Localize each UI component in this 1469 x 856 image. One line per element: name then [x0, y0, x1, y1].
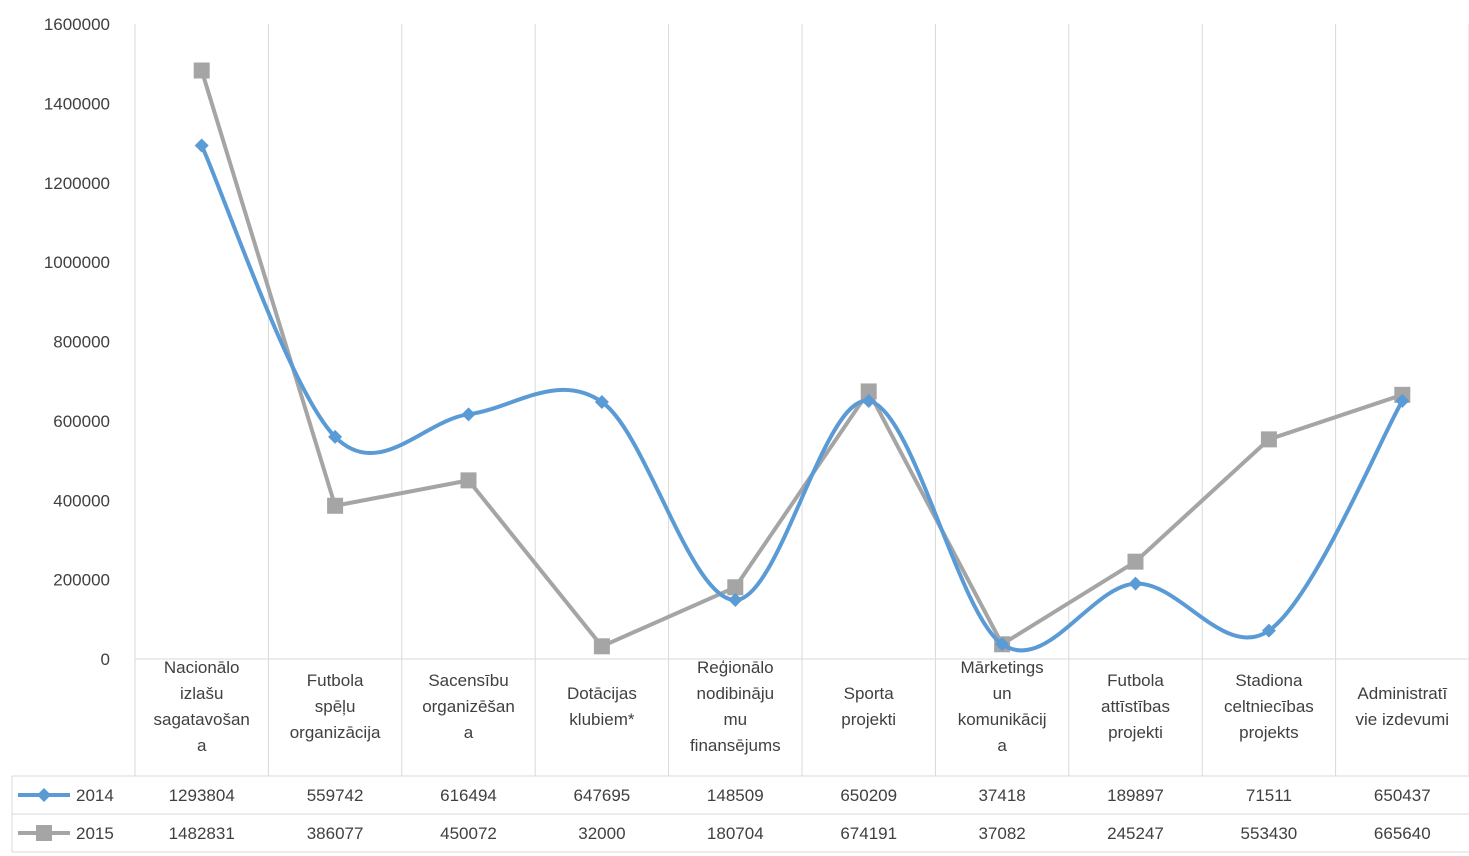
category-label: organizācija: [290, 723, 381, 742]
table-cell-value: 245247: [1107, 824, 1164, 843]
category-label: nodibināju: [697, 684, 775, 703]
table-cell-value: 1293804: [169, 786, 235, 805]
table-cell-value: 553430: [1241, 824, 1298, 843]
y-tick-label: 1000000: [44, 253, 110, 272]
table-cell-value: 180704: [707, 824, 764, 843]
category-label: Dotācijas: [567, 684, 637, 703]
data-point-2014: [1129, 577, 1143, 591]
category-label: komunikācij: [958, 710, 1047, 729]
table-cell-value: 1482831: [169, 824, 235, 843]
table-cell-value: 32000: [578, 824, 625, 843]
table-cell-value: 37082: [978, 824, 1025, 843]
category-label: Administratī: [1357, 684, 1447, 703]
data-point-2014: [195, 139, 209, 153]
table-cell-value: 37418: [978, 786, 1025, 805]
category-label: projekti: [1108, 723, 1163, 742]
y-axis: 0 200000 400000 600000 800000 1000000 1200000 1…: [44, 15, 110, 669]
legend-marker-2015: [36, 825, 52, 841]
table-cell-value: 559742: [307, 786, 364, 805]
category-label: izlašu: [180, 684, 223, 703]
category-label: klubiem*: [569, 710, 635, 729]
data-point-2014: [462, 407, 476, 421]
table-cell-value: 647695: [574, 786, 631, 805]
table-cell-value: 616494: [440, 786, 497, 805]
table-cell-value: 665640: [1374, 824, 1431, 843]
category-label: Stadiona: [1235, 671, 1303, 690]
category-label: mu: [723, 710, 747, 729]
category-label: a: [997, 736, 1007, 755]
category-label: sagatavošan: [153, 710, 249, 729]
legend-label: 2015: [76, 824, 114, 843]
data-point-2015: [594, 638, 610, 654]
y-tick-label: 600000: [53, 412, 110, 431]
category-label: a: [464, 723, 474, 742]
category-label: Sacensību: [428, 671, 508, 690]
table-cell-value: 650209: [840, 786, 897, 805]
category-label: Sporta: [844, 684, 895, 703]
y-tick-label: 400000: [53, 491, 110, 510]
table-cell-value: 148509: [707, 786, 764, 805]
category-label: Futbola: [307, 671, 364, 690]
category-label: projekts: [1239, 723, 1299, 742]
category-label: un: [993, 684, 1012, 703]
category-label: Futbola: [1107, 671, 1164, 690]
table-cell-value: 386077: [307, 824, 364, 843]
category-label: projekti: [841, 710, 896, 729]
data-table: 2014 1293804 559742 616494 647695 148509 65020…: [12, 776, 1469, 852]
data-point-2015: [461, 472, 477, 488]
table-cell-value: 450072: [440, 824, 497, 843]
y-tick-label: 200000: [53, 571, 110, 590]
y-tick-label: 0: [101, 650, 110, 669]
y-tick-label: 1600000: [44, 15, 110, 34]
table-cell-value: 189897: [1107, 786, 1164, 805]
table-cell-value: 71511: [1246, 786, 1292, 805]
legend-marker-2014: [37, 788, 51, 802]
data-point-2015: [194, 63, 210, 79]
category-label: attīstības: [1101, 697, 1170, 716]
category-label: Mārketings: [961, 658, 1044, 677]
data-point-2015: [1261, 431, 1277, 447]
category-label: spēļu: [315, 697, 356, 716]
category-label: celtniecības: [1224, 697, 1314, 716]
legend-label: 2014: [76, 786, 114, 805]
gridlines: [135, 24, 1469, 776]
y-tick-label: 1400000: [44, 94, 110, 113]
category-label: vie izdevumi: [1356, 710, 1450, 729]
category-label: a: [197, 736, 207, 755]
y-tick-label: 800000: [53, 333, 110, 352]
category-label: Reģionālo: [697, 658, 774, 677]
category-label: organizēšan: [422, 697, 515, 716]
data-point-2015: [1128, 554, 1144, 570]
category-label: finansējums: [690, 736, 781, 755]
data-point-2015: [327, 498, 343, 514]
y-tick-label: 1200000: [44, 174, 110, 193]
data-point-2015: [727, 579, 743, 595]
table-cell-value: 650437: [1374, 786, 1431, 805]
table-cell-value: 674191: [840, 824, 897, 843]
x-axis: Nacionālo izlašu sagatavošan a Futbola spēļu o…: [153, 658, 1449, 755]
category-label: Nacionālo: [164, 658, 240, 677]
